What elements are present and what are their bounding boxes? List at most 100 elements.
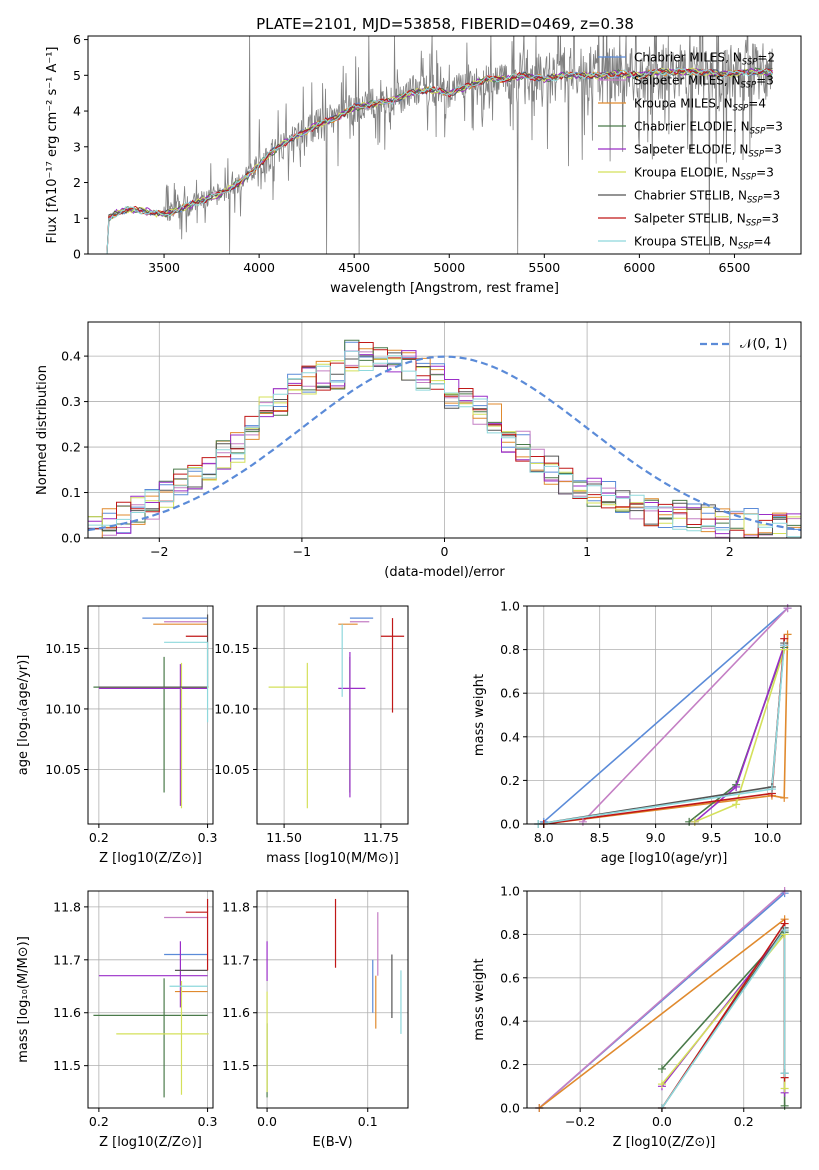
x-tick-label: −0.2 xyxy=(565,1114,595,1129)
y-tick-label: 0.4 xyxy=(500,729,520,744)
y-tick-label: 10.05 xyxy=(45,762,81,777)
x-axis-label: Z [log10(Z/Z⊙)] xyxy=(613,1135,716,1150)
y-tick-label: 0.2 xyxy=(500,1057,520,1072)
y-tick-label: 0.8 xyxy=(500,927,520,942)
y-tick-label: 11.8 xyxy=(53,899,81,914)
x-axis-label: mass [log10(M/M⊙)] xyxy=(266,851,399,866)
y-tick-label: 1.0 xyxy=(500,599,520,614)
x-tick-label: 0 xyxy=(441,544,449,559)
weight-marker xyxy=(732,782,741,791)
weight-line xyxy=(543,634,789,824)
weight-line xyxy=(538,918,786,1108)
y-axis-label: mass [log₁₀(M/M⊙)] xyxy=(16,936,31,1063)
legend-label: Salpeter STELIB, NSSP=3 xyxy=(634,212,779,229)
y-tick-label: 0.3 xyxy=(61,394,81,409)
legend-label: Chabrier STELIB, NSSP=3 xyxy=(634,189,780,206)
x-tick-label: 0.0 xyxy=(652,1114,672,1129)
plot-area xyxy=(88,339,801,538)
x-axis-label: age [log10(age/yr)] xyxy=(601,851,728,866)
x-tick-label: −1 xyxy=(293,544,311,559)
x-tick-label: 0.2 xyxy=(734,1114,754,1129)
legend-label: 𝒩(0, 1) xyxy=(740,337,787,352)
axes-frame xyxy=(526,605,802,825)
legend-label: Chabrier ELODIE, NSSP=3 xyxy=(634,120,783,137)
y-axis-label: Normed distribution xyxy=(35,365,50,495)
legend-label: Salpeter MILES, NSSP=3 xyxy=(634,74,774,91)
x-tick-label: 9.0 xyxy=(646,830,666,845)
weight-line xyxy=(538,891,786,1108)
y-tick-label: 4 xyxy=(73,104,81,119)
x-tick-label: 1 xyxy=(583,544,591,559)
y-tick-label: 10.10 xyxy=(214,701,250,716)
x-tick-label: −2 xyxy=(150,544,168,559)
weight-marker xyxy=(780,1101,789,1110)
x-tick-label: 0.2 xyxy=(89,830,109,845)
weight-marker xyxy=(657,1064,666,1073)
legend-label: Salpeter ELODIE, NSSP=3 xyxy=(634,143,782,160)
x-tick-label: 11.75 xyxy=(363,830,399,845)
x-tick-label: 9.5 xyxy=(702,830,722,845)
x-tick-label: 11.50 xyxy=(266,830,302,845)
y-tick-label: 0.4 xyxy=(61,349,81,364)
x-tick-label: 10.0 xyxy=(754,830,782,845)
y-tick-label: 10.05 xyxy=(214,762,250,777)
y-tick-label: 0.0 xyxy=(500,1101,520,1116)
weight-marker xyxy=(780,926,789,935)
model-line-kroupa-stelib xyxy=(106,68,773,254)
x-tick-label: 3500 xyxy=(148,260,180,275)
legend-label: Chabrier MILES, NSSP=2 xyxy=(634,51,775,68)
y-tick-label: 10.10 xyxy=(45,701,81,716)
chart-mass-vs-Z: 0.2 0.3 11.5 11.6 11.7 11.8 Z [log10(Z/Z⊙)] mas… xyxy=(16,890,218,1150)
chart-weight-vs-age: 8.0 8.5 9.0 9.5 10.0 0.0 0.2 0.4 0.6 0.8 1.0 age [l… xyxy=(472,599,802,866)
weight-line xyxy=(543,638,785,824)
x-tick-label: 6500 xyxy=(719,260,751,275)
axes-frame xyxy=(87,605,214,825)
legend-label: Kroupa MILES, NSSP=4 xyxy=(634,97,766,114)
axes-frame xyxy=(256,890,409,1109)
chart-spectrum: 3500 4000 4500 5000 5500 6000 6500 0 1 2 3 4 5 6 wavel… xyxy=(45,32,802,296)
y-tick-label: 0.0 xyxy=(61,531,81,546)
x-tick-label: 0.3 xyxy=(198,830,218,845)
y-tick-label: 11.5 xyxy=(222,1058,250,1073)
legend-label: Kroupa ELODIE, NSSP=3 xyxy=(634,166,774,183)
x-tick-label: 5500 xyxy=(528,260,560,275)
histogram-step xyxy=(88,350,801,535)
y-tick-label: 5 xyxy=(73,68,81,83)
y-tick-label: 0.1 xyxy=(61,485,81,500)
x-tick-label: 4500 xyxy=(338,260,370,275)
axes-frame xyxy=(87,890,214,1109)
y-tick-label: 1.0 xyxy=(500,884,520,899)
chart-weight-vs-Z: −0.2 0.0 0.2 0.0 0.2 0.4 0.6 0.8 1.0 Z [log10(Z/Z… xyxy=(472,884,802,1150)
chart-residuals: −2 −1 0 1 2 0.0 0.1 0.2 0.3 0.4 (data-model)/error… xyxy=(35,321,802,580)
y-tick-label: 6 xyxy=(73,32,81,47)
chart-mass-vs-ebv: 0.0 0.1 11.5 11.6 11.7 11.8 E(B-V) xyxy=(222,890,409,1150)
weight-marker xyxy=(767,785,776,794)
plot-area xyxy=(93,898,209,1098)
y-tick-label: 10.15 xyxy=(45,641,81,656)
y-tick-label: 0.6 xyxy=(500,970,520,985)
chart-age-vs-Z: 0.2 0.3 10.05 10.10 10.15 Z [log10(Z/Z⊙)] age … xyxy=(16,605,218,866)
plot-area xyxy=(266,898,402,1098)
y-tick-label: 11.5 xyxy=(53,1058,81,1073)
y-axis-label: mass weight xyxy=(472,958,487,1040)
weight-line xyxy=(543,607,789,823)
x-tick-label: 6000 xyxy=(623,260,655,275)
plot-area xyxy=(268,617,405,809)
y-axis-label: mass weight xyxy=(472,674,487,756)
y-tick-label: 0.0 xyxy=(500,817,520,832)
weight-line xyxy=(661,927,786,1108)
x-axis-label: Z [log10(Z/Z⊙)] xyxy=(99,1135,202,1150)
y-tick-label: 0 xyxy=(73,247,81,262)
weight-marker xyxy=(780,641,789,650)
weight-marker xyxy=(657,1080,666,1089)
x-tick-label: 4000 xyxy=(243,260,275,275)
x-axis-label: wavelength [Angstrom, rest frame] xyxy=(330,281,559,296)
x-tick-label: 8.0 xyxy=(534,830,554,845)
x-tick-label: 8.5 xyxy=(590,830,610,845)
y-tick-label: 11.7 xyxy=(222,952,250,967)
y-tick-label: 1 xyxy=(73,211,81,226)
x-tick-label: 0.3 xyxy=(198,1114,218,1129)
model-line-kroupa-elodie xyxy=(106,67,773,254)
y-tick-label: 11.7 xyxy=(53,952,81,967)
